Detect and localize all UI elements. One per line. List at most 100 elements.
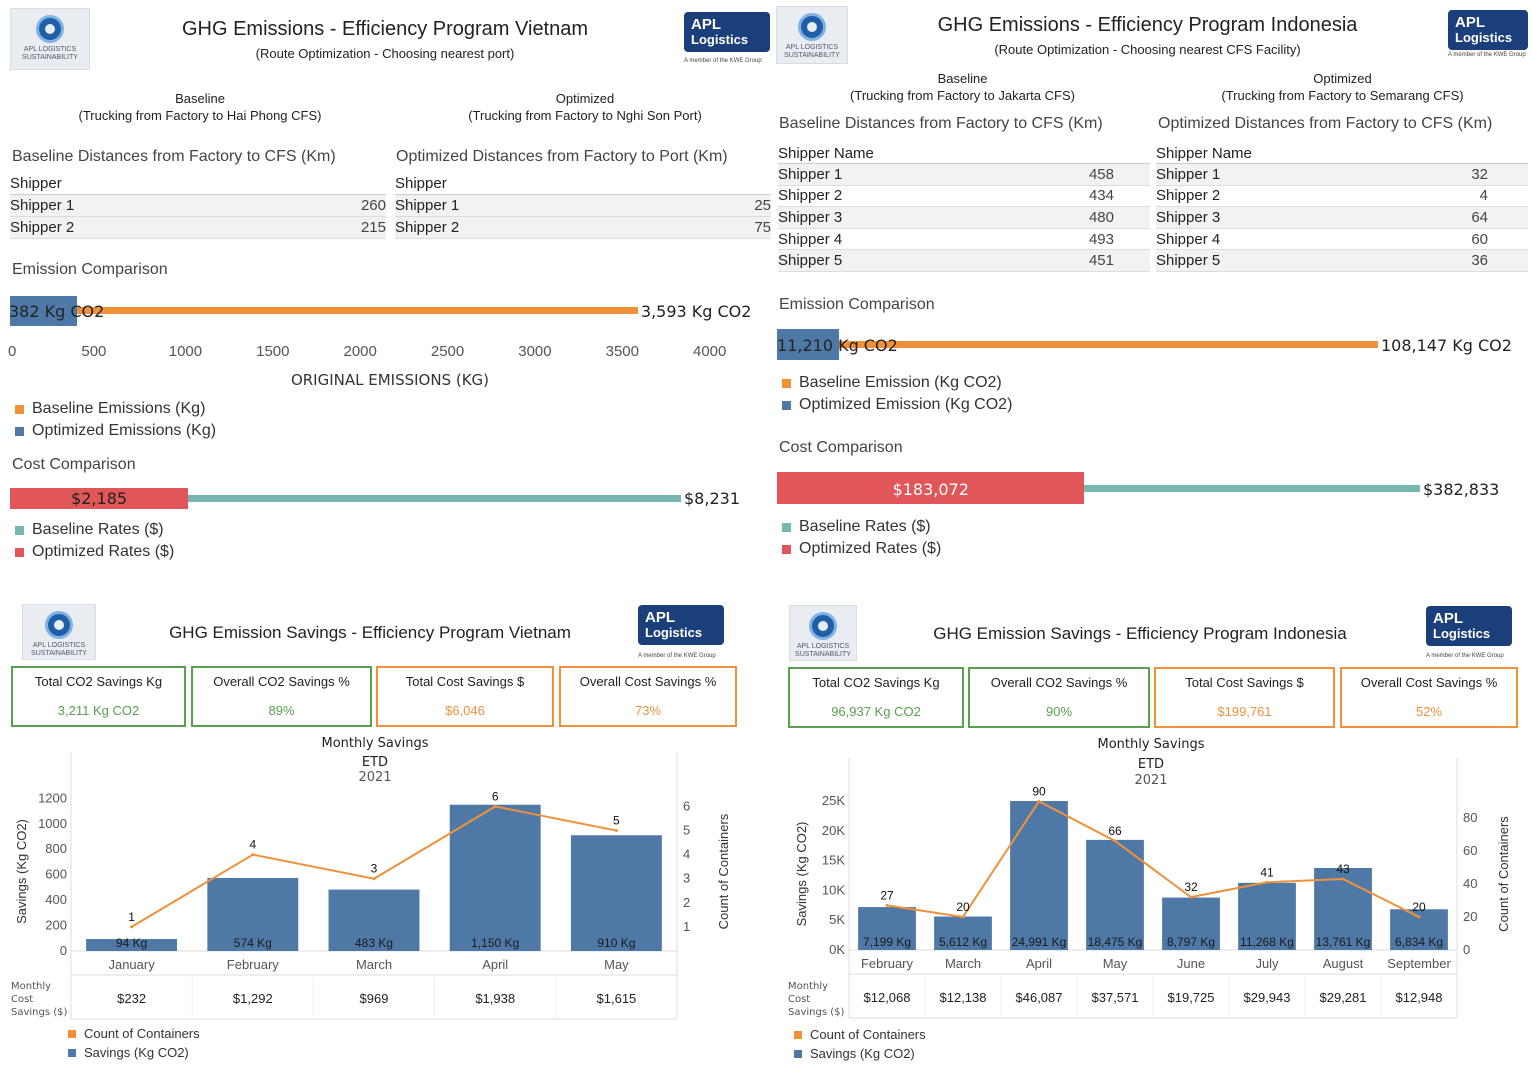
vn-cost-optimized-bar [10, 488, 189, 509]
savings-bar [934, 916, 992, 950]
logo-text: APL LOGISTICS SUSTAINABILITY [795, 643, 851, 658]
table-header: Shipper [395, 173, 771, 195]
legend-swatch-teal [15, 525, 24, 535]
vn-cost-optimized-label: $2,185 [71, 489, 128, 508]
savings-bar-label: 1,150 Kg [471, 936, 519, 950]
legend-swatch-blue [68, 1048, 76, 1057]
containers-label: 90 [1032, 784, 1046, 798]
axis-tick-label: 2500 [430, 343, 465, 360]
globe-icon [809, 612, 837, 640]
y2-tick-label: 2 [683, 895, 690, 910]
table-row: Shipper 2 215 [10, 217, 386, 239]
vn-emission-optimized-label: 382 Kg CO2 [9, 302, 105, 321]
table-row: Shipper 1 32 [1156, 164, 1528, 186]
containers-label: 66 [1108, 824, 1122, 838]
x-tick-label: September [1387, 956, 1451, 971]
y2-tick-label: 6 [683, 798, 690, 813]
vn-optimized-header: Optimized (Trucking from Factory to Nghi … [468, 91, 702, 123]
legend-swatch-teal [782, 522, 791, 532]
containers-label: 41 [1260, 865, 1274, 879]
kpi-total-cost-savings: Total Cost Savings $ $6,046 [376, 666, 554, 727]
y-axis-title: Savings (Kg CO2) [14, 819, 29, 924]
axis-tick-label: 1000 [168, 343, 203, 360]
legend-swatch-orange [794, 1030, 802, 1039]
legend-item: Savings (Kg CO2) [794, 1046, 915, 1061]
vn-cost-row-label: Monthly Cost Savings ($) [11, 981, 68, 1018]
cost-savings-value: $969 [360, 991, 389, 1006]
vn-cost-baseline-bar [10, 495, 681, 502]
table-row: Shipper 4 60 [1156, 229, 1528, 251]
cost-savings-value: $12,068 [864, 990, 911, 1005]
apl-logistics-logo: APL Logistics [1448, 10, 1528, 50]
y2-axis-title: Count of Containers [716, 813, 731, 929]
id-emission-optimized-label: 11,210 Kg CO2 [777, 336, 898, 355]
y2-tick-label: 4 [683, 847, 690, 862]
kpi-overall-cost-savings: Overall Cost Savings % 73% [559, 666, 737, 727]
legend-swatch-blue [782, 400, 791, 410]
table-row: Shipper 1 260 [10, 195, 386, 217]
savings-bar [1238, 882, 1296, 950]
savings-bar [449, 804, 541, 951]
axis-tick-label: 500 [81, 343, 107, 360]
id-cost-optimized-label: $183,072 [892, 480, 969, 499]
vn-subtitle: (Route Optimization - Choosing nearest p… [255, 46, 515, 61]
table-row: Shipper 1 25 [395, 195, 771, 217]
table-header: Shipper [10, 173, 386, 195]
y2-tick-label: 80 [1463, 810, 1477, 825]
y-tick-label: 800 [45, 841, 67, 856]
containers-point [251, 853, 255, 857]
apl-tagline: A member of the KWE Group [684, 58, 762, 64]
containers-point [1417, 915, 1421, 919]
legend-item: Baseline Rates ($) [782, 518, 931, 536]
y-tick-label: 25K [822, 793, 845, 808]
containers-label: 5 [613, 814, 620, 828]
vn-emission-baseline-label: 3,593 Kg CO2 [640, 302, 752, 321]
x-tick-label: March [356, 957, 392, 972]
y-tick-label: 0K [829, 942, 845, 957]
cost-savings-value: $12,948 [1396, 990, 1443, 1005]
containers-point [961, 915, 965, 919]
containers-point [1113, 839, 1117, 843]
savings-bar [207, 877, 299, 951]
legend-swatch-red [782, 544, 791, 554]
id-baseline-header: Baseline (Trucking from Factory to Jakart… [850, 71, 1075, 103]
axis-tick-label: 3000 [518, 343, 552, 360]
table-row: Shipper 1 458 [778, 164, 1150, 186]
legend-item: Optimized Rates ($) [15, 543, 174, 561]
vn-optimized-table-title: Optimized Distances from Factory to Port… [396, 148, 728, 165]
cost-savings-value: $19,725 [1168, 990, 1215, 1005]
axis-tick-label: 0 [8, 343, 17, 360]
vn-chart-etd: ETD [361, 755, 389, 770]
y-tick-label: 400 [45, 892, 67, 907]
vn-emission-optimized-bar [10, 296, 77, 326]
id-cost-baseline-label: $382,833 [1423, 480, 1500, 499]
cost-savings-value: $29,943 [1244, 990, 1291, 1005]
savings-bar-label: 18,475 Kg [1088, 935, 1143, 949]
y2-tick-label: 60 [1463, 843, 1477, 858]
apl-sustainability-logo: APL LOGISTICS SUSTAINABILITY [776, 6, 848, 64]
x-tick-label: January [108, 957, 155, 972]
kpi-total-co2-savings: Total CO2 Savings Kg 3,211 Kg CO2 [11, 666, 186, 727]
apl-logistics-logo: APL Logistics [684, 12, 770, 52]
y-tick-label: 600 [45, 867, 67, 882]
x-tick-label: April [1026, 956, 1052, 971]
cost-savings-value: $1,615 [597, 991, 637, 1006]
vn-title: GHG Emissions - Efficiency Program Vietn… [181, 18, 589, 40]
containers-line [886, 799, 1420, 919]
containers-point [493, 804, 497, 808]
id-emission-baseline-label: 108,147 Kg CO2 [1381, 336, 1512, 355]
cost-savings-value: $29,281 [1320, 990, 1367, 1005]
id-cost-title: Cost Comparison [779, 439, 903, 456]
apl-tagline: A member of the KWE Group [1448, 52, 1526, 58]
x-tick-label: February [227, 957, 280, 972]
y2-tick-label: 3 [683, 871, 690, 886]
savings-bar-label: 94 Kg [116, 936, 147, 950]
savings-bar [858, 907, 916, 950]
id-chart-year: 2021 [1134, 773, 1168, 788]
legend-item: Count of Containers [68, 1026, 200, 1041]
containers-point [614, 829, 618, 833]
y-tick-label: 0 [60, 943, 67, 958]
savings-bar-label: 11,268 Kg [1240, 935, 1294, 949]
y-tick-label: 10K [822, 882, 845, 897]
containers-label: 1 [128, 910, 135, 924]
